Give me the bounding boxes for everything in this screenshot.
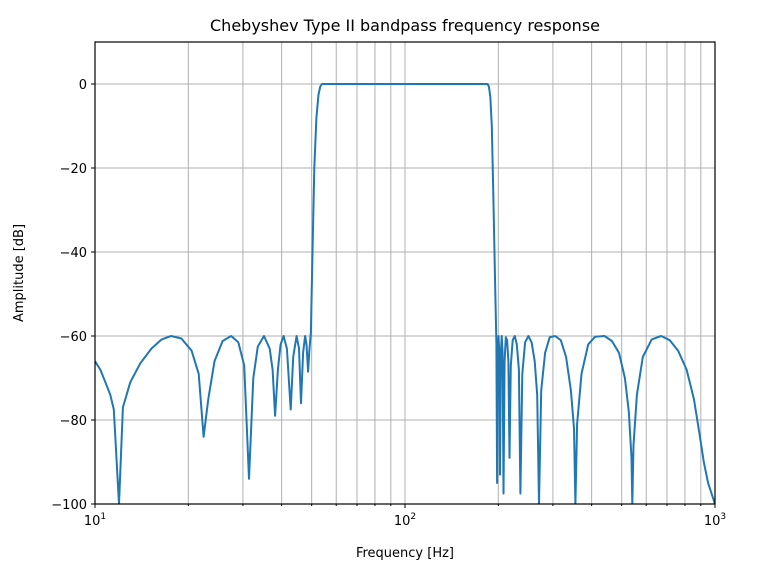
chart-title: Chebyshev Type II bandpass frequency res… [210,16,600,35]
grid-lines [94,42,715,505]
y-tick-label: −60 [60,330,87,345]
amplitude-line [95,83,715,504]
x-tick-label: 102 [394,512,416,529]
y-axis-label: Amplitude [dB] [12,224,27,322]
x-axis-label: Frequency [Hz] [356,546,454,561]
x-tick-label: 103 [704,512,726,529]
y-tick-label: −20 [60,162,87,177]
y-tick-label: −80 [60,414,87,429]
plot-area [95,83,715,504]
y-tick-label: −100 [51,498,87,513]
y-tick-label: −40 [60,246,87,261]
x-tick-label: 101 [84,512,106,529]
y-tick-label: 0 [79,78,87,93]
